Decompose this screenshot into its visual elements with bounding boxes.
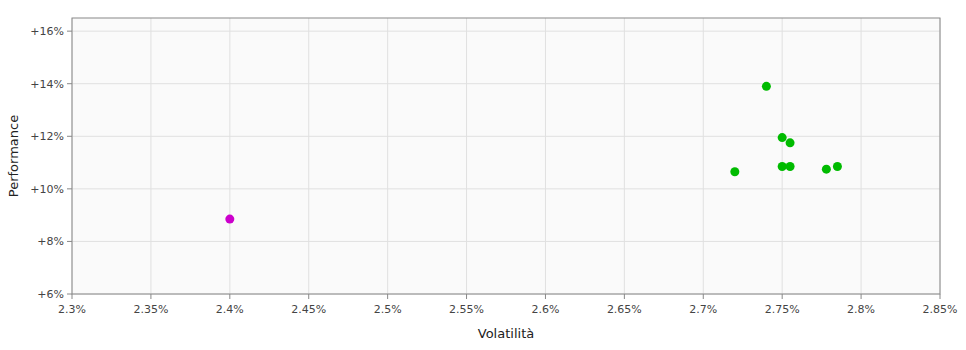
y-tick bbox=[67, 83, 72, 84]
x-tick-label: 2.55% bbox=[449, 303, 484, 316]
point bbox=[225, 215, 234, 224]
x-tick bbox=[229, 294, 230, 299]
y-tick-label: +8% bbox=[37, 235, 64, 248]
x-tick bbox=[387, 294, 388, 299]
points bbox=[225, 82, 842, 224]
y-grid-line bbox=[72, 136, 940, 137]
x-tick-label: 2.85% bbox=[923, 303, 958, 316]
page: {"chart_data": {"type": "scatter", "xlab… bbox=[0, 0, 966, 350]
point bbox=[786, 138, 795, 147]
x-tick-label: 2.6% bbox=[531, 303, 559, 316]
grid bbox=[72, 18, 940, 294]
y-tick bbox=[67, 294, 72, 295]
plot-background bbox=[72, 18, 940, 294]
y-tick bbox=[67, 241, 72, 242]
x-grid-line bbox=[624, 18, 625, 294]
y-tick-label: +16% bbox=[30, 25, 64, 38]
x-grid-line bbox=[387, 18, 388, 294]
x-tick bbox=[150, 294, 151, 299]
x-tick-label: 2.8% bbox=[847, 303, 875, 316]
x-grid-line bbox=[308, 18, 309, 294]
x-tick bbox=[703, 294, 704, 299]
x-grid-line bbox=[466, 18, 467, 294]
x-tick bbox=[861, 294, 862, 299]
x-grid-line bbox=[545, 18, 546, 294]
point bbox=[833, 162, 842, 171]
point bbox=[822, 165, 831, 174]
point bbox=[762, 82, 771, 91]
x-axis-label: Volatilità bbox=[478, 326, 534, 341]
y-grid-line bbox=[72, 188, 940, 189]
series bbox=[730, 82, 842, 176]
y-axis-label: Performance bbox=[6, 115, 21, 197]
y-tick-label: +10% bbox=[30, 183, 64, 196]
x-grid-line bbox=[703, 18, 704, 294]
x-tick bbox=[940, 294, 941, 299]
y-tick-label: +14% bbox=[30, 78, 64, 91]
x-tick-label: 2.5% bbox=[374, 303, 402, 316]
y-tick-label: +6% bbox=[37, 288, 64, 301]
point bbox=[778, 162, 787, 171]
y-grid-line bbox=[72, 31, 940, 32]
x-grid-line bbox=[861, 18, 862, 294]
x-grid-line bbox=[229, 18, 230, 294]
y-tick bbox=[67, 188, 72, 189]
axes: 2.3% 2.35% 2.4% 2.45% 2.5% 2.55% 2.6% 2.65% 2.7%… bbox=[30, 18, 957, 316]
x-tick-label: 2.3% bbox=[58, 303, 86, 316]
x-tick bbox=[545, 294, 546, 299]
point bbox=[730, 167, 739, 176]
y-tick bbox=[67, 136, 72, 137]
point bbox=[778, 133, 787, 142]
x-tick bbox=[466, 294, 467, 299]
chart: 2.3% 2.35% 2.4% 2.45% 2.5% 2.55% 2.6% 2.65% 2.7%… bbox=[0, 0, 966, 350]
x-tick bbox=[72, 294, 73, 299]
x-tick-label: 2.75% bbox=[765, 303, 800, 316]
point bbox=[786, 162, 795, 171]
y-grid-line bbox=[72, 241, 940, 242]
x-tick-label: 2.7% bbox=[689, 303, 717, 316]
y-tick bbox=[67, 31, 72, 32]
x-grid-line bbox=[150, 18, 151, 294]
x-tick bbox=[624, 294, 625, 299]
x-tick-label: 2.4% bbox=[216, 303, 244, 316]
x-tick bbox=[782, 294, 783, 299]
y-tick-label: +12% bbox=[30, 130, 64, 143]
series bbox=[225, 215, 234, 224]
x-tick bbox=[308, 294, 309, 299]
x-tick-label: 2.45% bbox=[291, 303, 326, 316]
x-tick-label: 2.65% bbox=[607, 303, 642, 316]
x-grid-line bbox=[782, 18, 783, 294]
plot-frame bbox=[72, 18, 940, 294]
y-grid-line bbox=[72, 83, 940, 84]
x-tick-label: 2.35% bbox=[133, 303, 168, 316]
